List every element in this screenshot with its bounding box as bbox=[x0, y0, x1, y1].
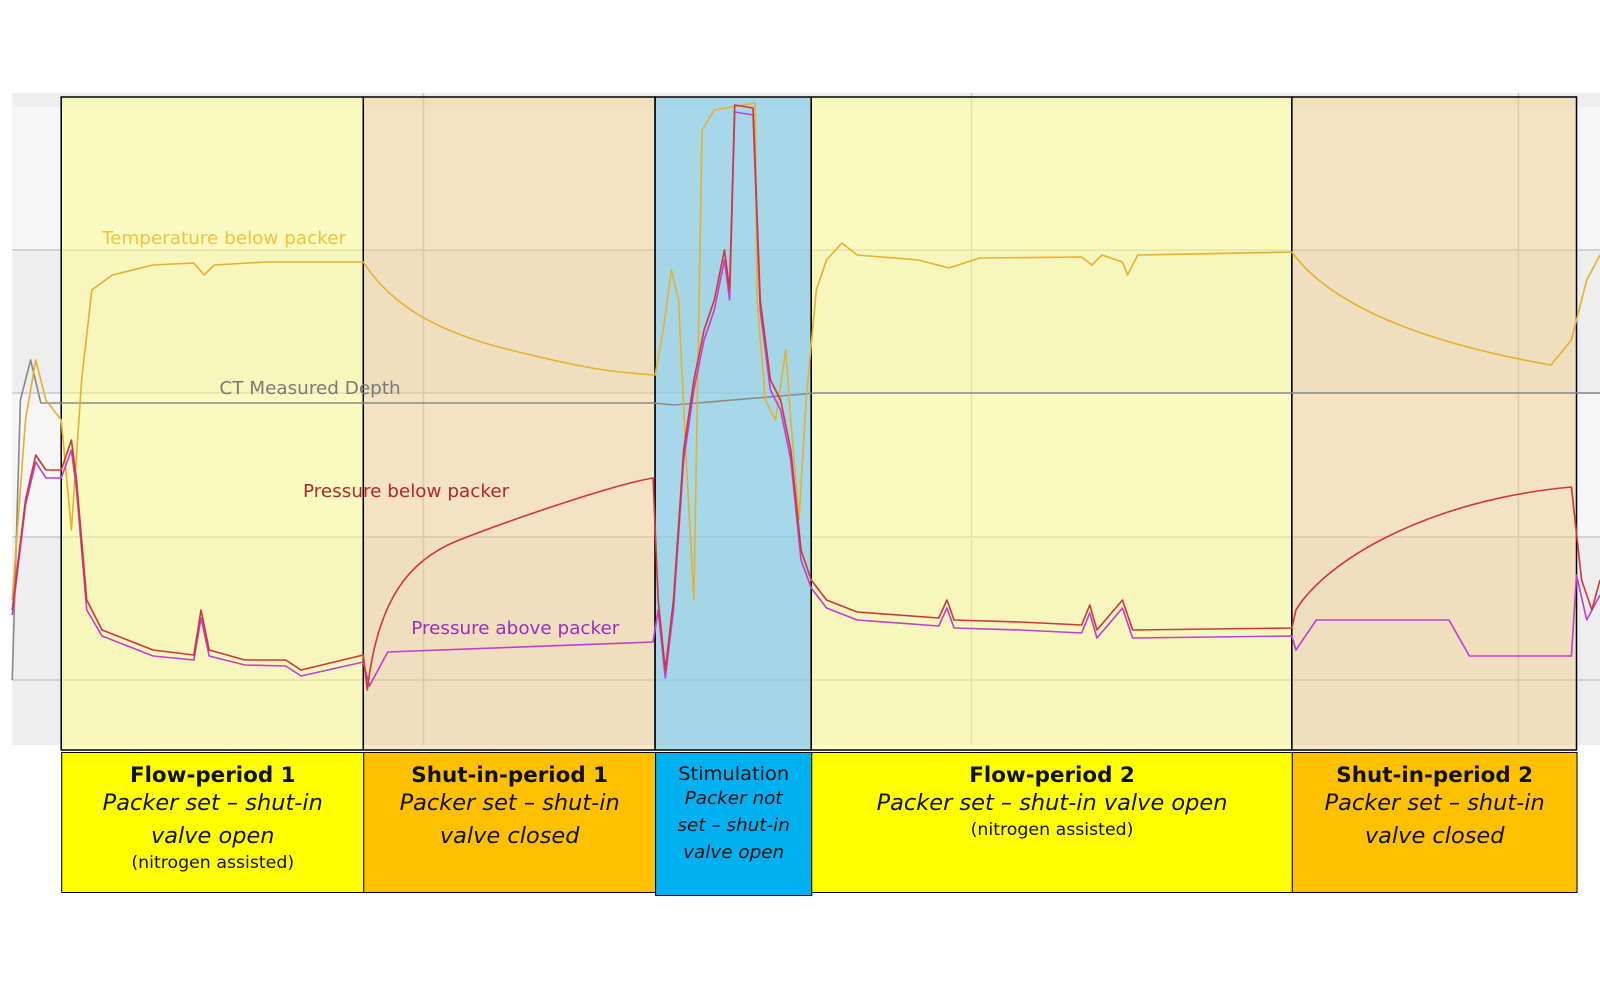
pressure-above-curve bbox=[11, 111, 1600, 687]
period-title: Flow-period 2 bbox=[969, 763, 1135, 787]
curve-label: CT Measured Depth bbox=[219, 378, 400, 399]
period-title: Shut-in-period 2 bbox=[1336, 763, 1534, 787]
period-box: Flow-period 2 Packer set – shut-in valve… bbox=[811, 752, 1293, 893]
period-note: (nitrogen assisted) bbox=[131, 853, 295, 873]
period-box: Shut-in-period 1 Packer set – shut-in va… bbox=[363, 752, 657, 893]
period-title: Flow-period 1 bbox=[129, 763, 296, 787]
period-title: Shut-in-period 1 bbox=[411, 763, 609, 787]
period-box: Flow-period 1 Packer set – shut-in valve… bbox=[61, 752, 365, 893]
period-description: Packer set – shut-in valve open bbox=[102, 791, 323, 849]
pressure-below-curve bbox=[11, 104, 1600, 691]
curves bbox=[11, 102, 1600, 691]
curve-label: Temperature below packer bbox=[101, 228, 347, 249]
curve-label: Pressure below packer bbox=[303, 481, 510, 502]
period-description: Packer not set – shut-in valve open bbox=[677, 788, 790, 863]
depth-curve bbox=[11, 359, 1600, 681]
period-box: Stimulation Packer not set – shut-in val… bbox=[655, 752, 813, 896]
temperature-curve bbox=[11, 102, 1600, 601]
period-note: (nitrogen assisted) bbox=[970, 820, 1134, 840]
period-description: Packer set – shut-in valve closed bbox=[399, 791, 620, 849]
period-description: Packer set – shut-in valve closed bbox=[1324, 791, 1545, 849]
curve-label: Pressure above packer bbox=[411, 618, 620, 639]
period-title: Stimulation bbox=[678, 763, 790, 785]
period-description: Packer set – shut-in valve open bbox=[876, 791, 1228, 816]
period-box: Shut-in-period 2 Packer set – shut-in va… bbox=[1291, 752, 1578, 893]
period-regions bbox=[60, 96, 1578, 751]
